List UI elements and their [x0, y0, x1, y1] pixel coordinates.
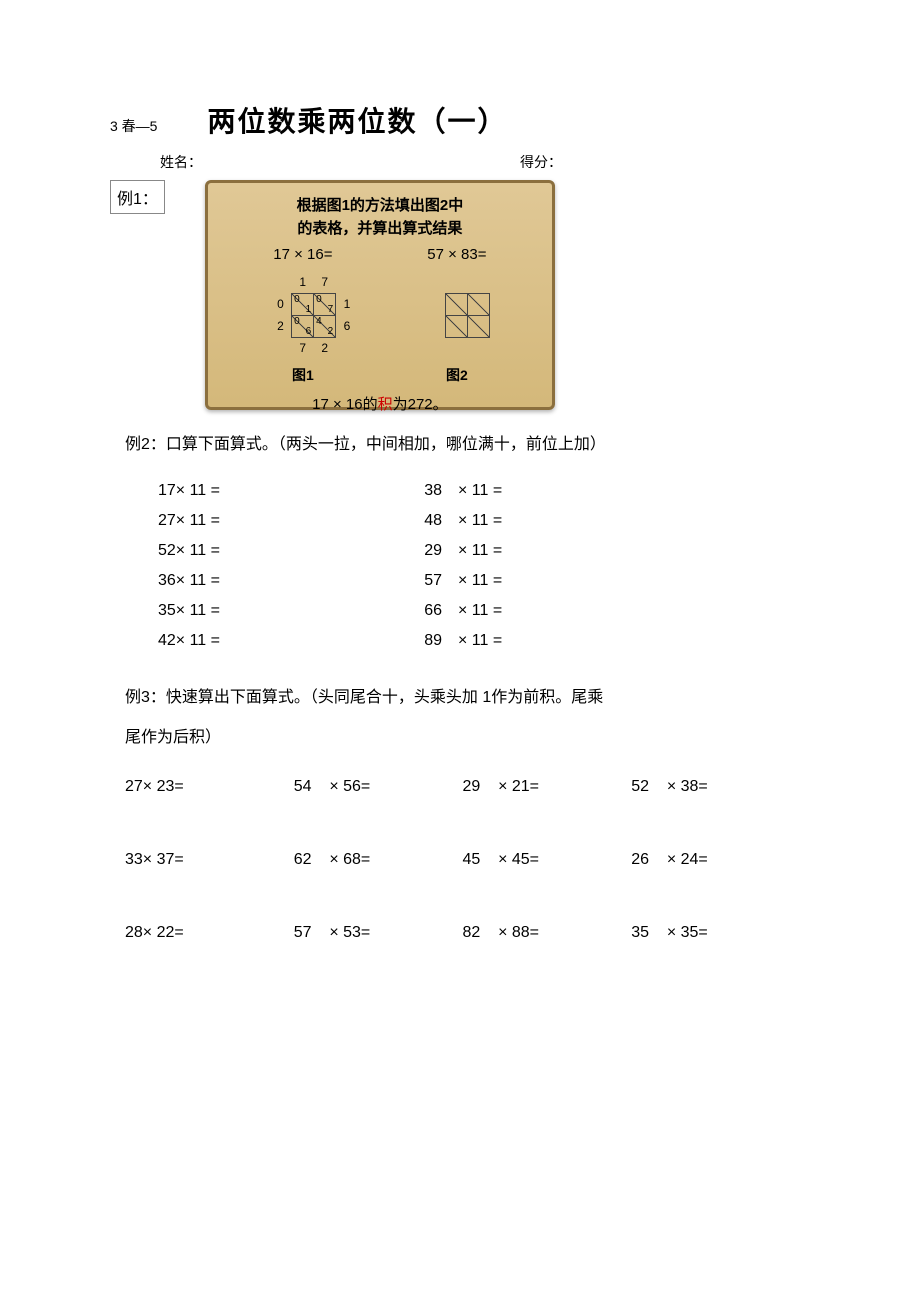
- fig1-label: 图1: [292, 365, 314, 385]
- calc-row: 52× 11 =29× 11 =: [150, 542, 550, 560]
- scroll-answer: 17 × 16的积为272。: [226, 393, 534, 414]
- calc-right: × 11 =: [450, 542, 550, 560]
- ex3-cell: 29 × 21=: [463, 778, 632, 796]
- eq2: 57 × 83=: [427, 246, 486, 263]
- example1-label: 例1：: [110, 180, 165, 214]
- example2-table: 17× 11 =38× 11 =27× 11 =48× 11 =52× 11 =…: [150, 470, 550, 662]
- lattice-fig1: 1 7 0 01 07 1 2 06 42 6: [270, 271, 358, 359]
- ex3-cell: 35 × 35=: [631, 924, 800, 942]
- example3-title: 例3：快速算出下面算式。（头同尾合十，头乘头加 1作为前积。尾乘 尾作为后积）: [110, 678, 800, 758]
- example2-title: 例2：口算下面算式。（两头一拉，中间相加，哪位满十，前位上加）: [110, 430, 800, 454]
- calc-mid: 48: [350, 512, 450, 530]
- ex3-cell: 62 × 68=: [294, 851, 463, 869]
- example3-grid: 27× 23=54 × 56=29 × 21=52 × 38= 33× 37=62…: [110, 778, 800, 942]
- fig2-label: 图2: [446, 365, 468, 385]
- calc-right: × 11 =: [450, 572, 550, 590]
- ex3-cell: 33× 37=: [125, 851, 294, 869]
- ex3-row: 28× 22=57 × 53=82 × 88=35 × 35=: [125, 924, 800, 942]
- calc-mid: 29: [350, 542, 450, 560]
- calc-row: 27× 11 =48× 11 =: [150, 512, 550, 530]
- eq1: 17 × 16=: [273, 246, 332, 263]
- calc-right: × 11 =: [450, 602, 550, 620]
- scroll-instruction: 根据图1的方法填出图2中 的表格，并算出算式结果: [226, 195, 534, 240]
- worksheet-tag: 3 春—5: [110, 116, 157, 136]
- ex3-cell: 57 × 53=: [294, 924, 463, 942]
- calc-mid: 66: [350, 602, 450, 620]
- calc-right: × 11 =: [450, 482, 550, 500]
- calc-left: 35× 11 =: [150, 602, 350, 620]
- ex3-row: 27× 23=54 × 56=29 × 21=52 × 38=: [125, 778, 800, 796]
- ex3-cell: 52 × 38=: [631, 778, 800, 796]
- calc-row: 35× 11 =66× 11 =: [150, 602, 550, 620]
- calc-left: 42× 11 =: [150, 632, 350, 650]
- calc-right: × 11 =: [450, 512, 550, 530]
- calc-left: 27× 11 =: [150, 512, 350, 530]
- calc-right: × 11 =: [450, 632, 550, 650]
- calc-row: 42× 11 =89× 11 =: [150, 632, 550, 650]
- ex3-cell: 54 × 56=: [294, 778, 463, 796]
- ex3-cell: 82 × 88=: [463, 924, 632, 942]
- score-label: 得分：: [520, 152, 562, 172]
- ex3-cell: 45 × 45=: [463, 851, 632, 869]
- ex3-cell: 27× 23=: [125, 778, 294, 796]
- calc-mid: 57: [350, 572, 450, 590]
- calc-row: 36× 11 =57× 11 =: [150, 572, 550, 590]
- page-title: 两位数乘两位数（一）: [207, 100, 507, 140]
- calc-mid: 89: [350, 632, 450, 650]
- name-label: 姓名：: [160, 152, 520, 172]
- calc-row: 17× 11 =38× 11 =: [150, 482, 550, 500]
- calc-mid: 38: [350, 482, 450, 500]
- ex3-cell: 26 × 24=: [631, 851, 800, 869]
- scroll-panel: 根据图1的方法填出图2中 的表格，并算出算式结果 17 × 16= 57 × 8…: [205, 180, 555, 410]
- calc-left: 52× 11 =: [150, 542, 350, 560]
- ex3-cell: 28× 22=: [125, 924, 294, 942]
- calc-left: 36× 11 =: [150, 572, 350, 590]
- ex3-row: 33× 37=62 × 68=45 × 45=26 × 24=: [125, 851, 800, 869]
- calc-left: 17× 11 =: [150, 482, 350, 500]
- lattice-fig2: [445, 293, 490, 338]
